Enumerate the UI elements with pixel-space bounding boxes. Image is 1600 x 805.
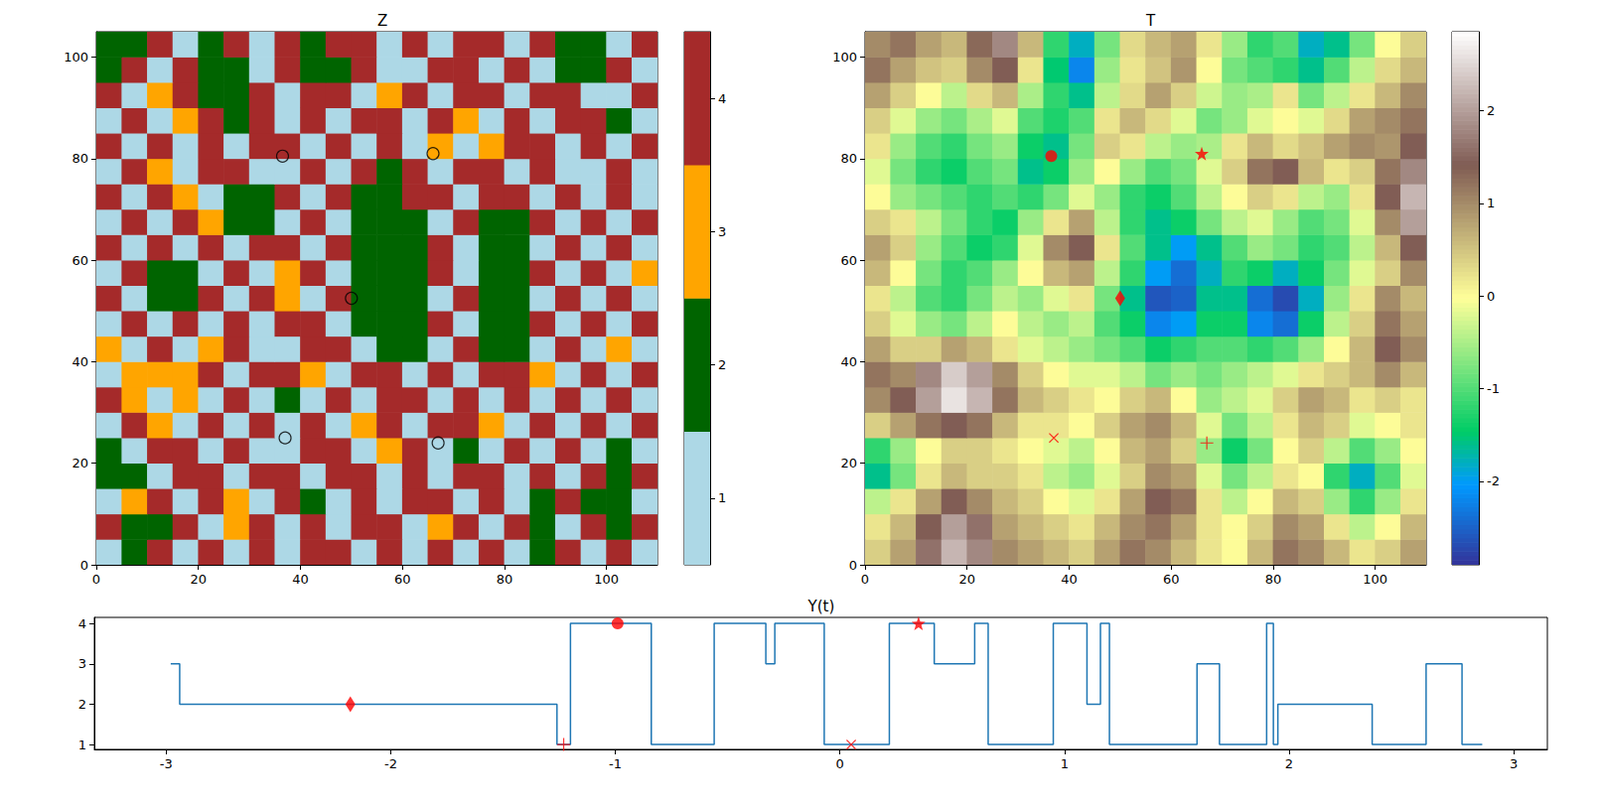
svg-text:20: 20 (840, 455, 858, 471)
svg-text:3: 3 (1509, 756, 1518, 772)
svg-text:Y(t): Y(t) (807, 597, 836, 616)
svg-text:2: 2 (1486, 103, 1495, 119)
svg-text:100: 100 (593, 572, 619, 587)
svg-text:80: 80 (840, 150, 858, 166)
svg-text:2: 2 (78, 697, 87, 713)
svg-text:20: 20 (189, 572, 207, 587)
svg-text:100: 100 (1362, 572, 1388, 587)
svg-text:60: 60 (1163, 572, 1180, 587)
svg-text:-2: -2 (384, 756, 398, 772)
svg-text:Z: Z (377, 11, 388, 30)
svg-text:2: 2 (1285, 756, 1294, 772)
svg-text:T: T (1145, 11, 1157, 30)
svg-text:1: 1 (718, 490, 727, 506)
svg-text:-2: -2 (1486, 473, 1500, 489)
svg-text:80: 80 (71, 150, 89, 166)
svg-text:3: 3 (718, 224, 727, 240)
svg-text:60: 60 (71, 253, 89, 269)
svg-text:80: 80 (496, 572, 514, 587)
svg-text:0: 0 (849, 558, 858, 574)
svg-text:60: 60 (840, 253, 858, 269)
svg-text:4: 4 (78, 616, 87, 632)
svg-text:80: 80 (1265, 572, 1283, 587)
svg-text:-1: -1 (608, 756, 622, 772)
svg-text:0: 0 (861, 572, 870, 587)
svg-text:60: 60 (394, 572, 412, 587)
svg-text:100: 100 (63, 49, 89, 65)
svg-text:0: 0 (1486, 289, 1495, 304)
svg-text:0: 0 (80, 558, 89, 574)
svg-text:4: 4 (718, 91, 727, 107)
svg-text:20: 20 (71, 455, 89, 471)
svg-text:1: 1 (1486, 195, 1495, 211)
svg-text:40: 40 (71, 354, 89, 370)
svg-text:100: 100 (832, 49, 858, 65)
svg-text:0: 0 (836, 756, 845, 772)
svg-text:3: 3 (78, 656, 87, 672)
svg-text:20: 20 (958, 572, 976, 587)
svg-text:1: 1 (1060, 756, 1069, 772)
svg-text:2: 2 (718, 357, 727, 373)
svg-text:1: 1 (78, 737, 87, 753)
svg-text:-3: -3 (159, 756, 173, 772)
svg-text:0: 0 (92, 572, 101, 587)
svg-text:40: 40 (291, 572, 309, 587)
svg-text:40: 40 (1060, 572, 1078, 587)
svg-text:-1: -1 (1486, 381, 1500, 397)
svg-text:40: 40 (840, 354, 858, 370)
